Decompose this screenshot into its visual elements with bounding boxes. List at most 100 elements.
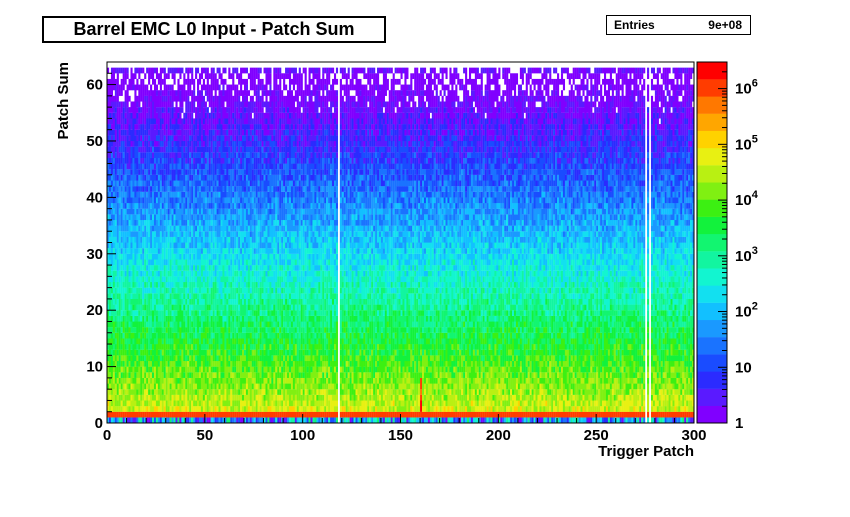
heatmap-cell [279,417,282,424]
heatmap-cell [140,276,143,288]
heatmap-cell [326,310,329,316]
heatmap-cell [330,208,333,221]
heatmap-cell [206,169,209,175]
heatmap-cell [177,208,180,226]
heatmap-cell [251,157,254,164]
heatmap-cell [208,321,211,328]
heatmap-cell [283,372,286,378]
heatmap-cell [273,411,276,418]
heatmap-cell [136,321,139,339]
heatmap-cell [228,315,231,328]
heatmap-cell [330,265,333,277]
heatmap-cell [153,253,157,260]
heatmap-cell [197,197,200,209]
heatmap-cell [290,124,294,130]
heatmap-cell [283,304,286,311]
heatmap-cell [296,417,299,424]
heatmap-cell [249,377,252,407]
heatmap-cell [146,332,149,339]
heatmap-cell [216,270,219,277]
heatmap-cell [267,293,270,300]
heatmap-cell [108,174,112,181]
heatmap-cell [283,169,286,175]
heatmap-cell [271,135,274,142]
heatmap-cell [302,214,305,221]
heatmap-cell [218,186,221,192]
heatmap-cell [300,366,303,373]
heatmap-cell [277,90,280,102]
heatmap-cell [126,310,129,316]
heatmap-cell [124,332,127,339]
heatmap-cell [302,157,305,164]
heatmap-cell [202,95,205,108]
heatmap-cell [322,157,325,170]
heatmap-cell [322,67,325,74]
heatmap-cell [187,276,190,283]
heatmap-cell [269,411,272,418]
heatmap-cell [187,197,190,221]
heatmap-cell [314,191,317,204]
heatmap-cell [144,186,147,192]
heatmap-cell [265,287,268,294]
heatmap-cell [271,169,274,175]
heatmap-cell [114,101,117,108]
heatmap-cell [171,281,174,288]
heatmap-cell [228,394,231,401]
heatmap-cell [263,406,266,412]
heatmap-cell [150,259,153,266]
heatmap-cell [240,135,243,142]
heatmap-cell [107,124,110,130]
heatmap-cell [312,186,315,221]
heatmap-cell [287,304,290,311]
heatmap-cell [220,73,223,85]
heatmap-cell [322,225,325,232]
heatmap-cell [222,265,225,283]
heatmap-cell [218,73,221,80]
heatmap-cell [191,169,194,175]
heatmap-cell [167,248,170,271]
heatmap-cell [161,124,164,130]
heatmap-cell [314,135,317,142]
heatmap-cell [173,270,176,277]
heatmap-cell [275,73,278,91]
heatmap-cell [216,287,219,294]
heatmap-cell [294,355,297,362]
heatmap-cell [126,219,129,226]
heatmap-cell [163,101,166,108]
heatmap-cell [220,276,223,283]
heatmap-cell [175,366,178,373]
heatmap-cell [118,157,121,170]
heatmap-cell [136,67,139,74]
heatmap-cell [275,174,278,187]
heatmap-cell [161,344,164,350]
heatmap-cell [181,298,184,305]
heatmap-cell [316,191,319,198]
heatmap-cell [210,225,213,232]
heatmap-cell [228,411,231,418]
heatmap-cell [243,95,247,102]
heatmap-cell [208,327,211,339]
heatmap-cell [306,214,309,221]
heatmap-cell [191,140,194,153]
heatmap-cell [173,360,176,384]
heatmap-cell [118,253,121,260]
heatmap-cell [144,383,147,390]
heatmap-cell [136,315,139,322]
heatmap-cell [328,90,331,102]
heatmap-cell [324,219,327,232]
heatmap-cell [161,270,164,277]
heatmap-cell [110,197,114,204]
heatmap-cell [153,152,157,158]
heatmap-cell [189,236,192,243]
heatmap-cell [287,265,290,271]
heatmap-cell [245,304,249,322]
heatmap-cell [234,366,237,373]
heatmap-cell [320,214,323,221]
heatmap-cell [110,265,114,271]
heatmap-cell [310,304,313,311]
heatmap-cell [304,270,307,277]
heatmap-cell [110,231,114,243]
heatmap-cell [126,236,129,243]
heatmap-cell [312,304,315,311]
heatmap-cell [157,355,160,362]
